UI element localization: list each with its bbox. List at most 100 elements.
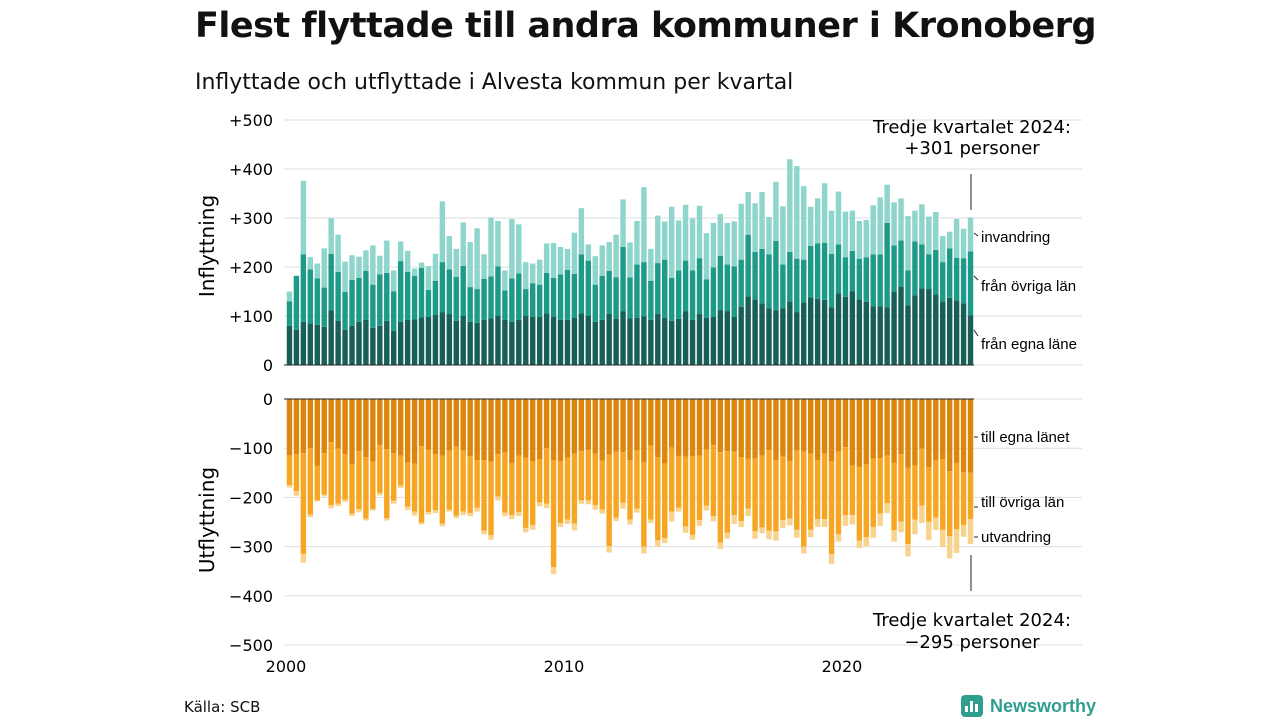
bar-segment [641,187,647,263]
bar-segment [467,287,473,322]
bar-segment [509,218,515,279]
bar-segment [682,260,689,312]
bar-segment [286,455,293,486]
bar-segment [356,256,362,278]
bar-segment [460,266,466,316]
bar-segment [856,299,863,365]
bar-segment [391,330,397,365]
bar-segment [335,503,341,507]
bar-segment [738,306,744,365]
bar-segment [411,511,418,516]
bar-segment [912,399,918,466]
bar-segment [863,464,869,538]
bar-segment [717,214,724,256]
bar-segment [953,529,960,553]
label-leader-egna-in [973,329,979,337]
bar-segment [863,219,869,258]
bar-segment [620,502,626,509]
bar-segment [787,518,793,526]
series-label-utvandring: utvandring [981,529,1051,546]
bar-segment [877,458,883,514]
bar-segment [356,399,362,452]
bar-segment [662,538,668,544]
bar-segment [905,216,911,271]
bar-segment [523,457,529,528]
bar-segment [550,316,557,365]
bar-segment [953,462,960,530]
bar-segment [460,222,466,267]
bar-segment [884,184,890,223]
bar-segment [585,316,592,365]
bar-segment [585,399,592,451]
bar-segment [724,532,730,539]
bar-segment [627,519,633,525]
bar-segment [634,317,640,365]
bar-segment [377,492,383,496]
bar-segment [662,259,668,318]
bar-segment [411,275,418,320]
bar-segment [933,460,939,518]
bar-segment [780,520,786,528]
bar-segment [453,399,459,447]
bar-segment [439,455,446,524]
bar-segment [571,523,578,531]
bar-segment [307,514,314,518]
bar-segment [391,291,397,331]
bar-segment [384,240,390,273]
bar-segment [627,242,633,278]
bar-segment [439,201,446,263]
bar-segment [731,316,737,365]
bar-segment [495,496,501,501]
bar-segment [481,278,487,320]
bar-segment [828,307,835,365]
bar-segment [745,296,751,365]
bar-segment [801,302,807,365]
bar-segment [481,254,487,279]
bar-segment [516,224,522,274]
bar-segment [905,544,911,557]
bar-segment [780,206,786,265]
bar-segment [960,303,967,365]
bar-segment [766,217,772,255]
bar-segment [404,271,411,320]
bar-segment [342,399,348,455]
bar-segment [370,461,376,510]
bar-segment [342,329,348,365]
bar-segment [933,249,939,295]
bar-segment [370,327,376,365]
bar-segment [300,453,307,554]
bar-segment [898,198,904,241]
bar-segment [675,318,682,365]
bar-layer [286,159,974,575]
bar-segment [842,399,849,448]
bar-segment [668,277,675,321]
bar-segment [557,319,564,365]
y-tick-label: +500 [229,111,273,130]
bar-segment [703,399,710,450]
bar-segment [696,520,703,526]
bar-segment [891,245,897,292]
bar-segment [773,241,779,311]
bar-segment [905,399,911,468]
bar-segment [953,399,960,463]
bar-segment [418,267,425,318]
bar-segment [321,287,327,327]
bar-segment [592,505,598,510]
bar-segment [641,546,647,554]
bar-segment [481,460,487,531]
bar-segment [502,319,508,365]
bottom-annotation-line2: −295 personer [904,632,1040,653]
bar-segment [919,505,925,523]
bar-segment [391,500,397,504]
bar-segment [731,266,737,317]
bar-segment [397,455,404,486]
bar-segment [641,399,647,462]
bar-segment [557,460,564,523]
bar-segment [300,553,307,563]
bar-segment [926,521,932,541]
bar-segment [814,399,821,461]
bar-segment [425,290,432,317]
bar-segment [592,284,598,322]
bar-segment [835,534,842,542]
bar-segment [571,232,578,274]
